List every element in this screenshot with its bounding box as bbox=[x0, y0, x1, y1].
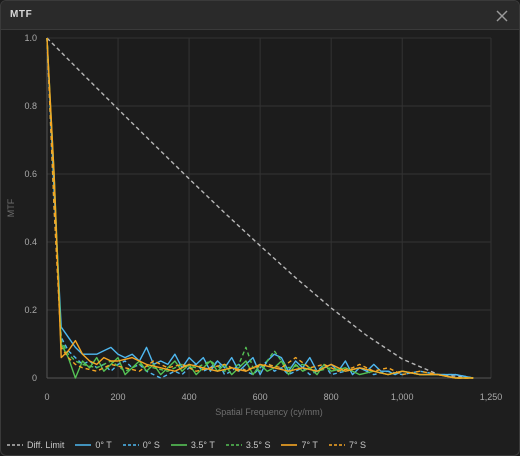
close-icon[interactable] bbox=[493, 7, 511, 25]
legend-item-4: 3.5° S bbox=[225, 440, 271, 450]
legend-swatch-4 bbox=[225, 444, 242, 446]
x-tick-label-2: 400 bbox=[182, 392, 197, 402]
legend-swatch-6 bbox=[328, 444, 345, 446]
x-tick-label-4: 800 bbox=[324, 392, 339, 402]
x-tick-label-0: 0 bbox=[44, 392, 49, 402]
x-tick-label-3: 600 bbox=[253, 392, 268, 402]
legend-label-2: 0° S bbox=[142, 440, 160, 450]
legend-item-1: 0° T bbox=[75, 440, 112, 450]
legend-label-6: 7° S bbox=[348, 440, 367, 450]
window-title: MTF bbox=[10, 9, 33, 20]
y-tick-label-3: 0.6 bbox=[24, 169, 37, 179]
legend-swatch-5 bbox=[281, 444, 298, 446]
legend-label-4: 3.5° S bbox=[245, 440, 271, 450]
x-tick-label-5: 1,000 bbox=[391, 392, 414, 402]
series-line-3 bbox=[46, 37, 474, 379]
legend-item-5: 7° T bbox=[281, 440, 318, 450]
plot-area bbox=[47, 38, 491, 378]
y-tick-label-5: 1.0 bbox=[24, 33, 37, 43]
y-tick-label-1: 0.2 bbox=[24, 305, 37, 315]
title-bar: MTF bbox=[1, 1, 519, 30]
y-tick-label-2: 0.4 bbox=[24, 237, 37, 247]
legend-label-0: Diff. Limit bbox=[27, 440, 65, 450]
x-tick-label-1: 200 bbox=[111, 392, 126, 402]
legend-label-1: 0° T bbox=[95, 440, 112, 450]
series-line-0 bbox=[46, 37, 474, 379]
chart-legend: Diff. Limit 0° T 0° S 3.5° T 3.5° S 7° T 7° S bbox=[7, 437, 377, 453]
legend-label-3: 3.5° T bbox=[190, 440, 215, 450]
legend-item-6: 7° S bbox=[328, 440, 367, 450]
legend-swatch-1 bbox=[75, 444, 92, 446]
series-line-5 bbox=[46, 37, 474, 379]
x-axis-label: Spatial Frequency (cy/mm) bbox=[215, 407, 323, 417]
legend-label-5: 7° T bbox=[301, 440, 318, 450]
y-tick-label-4: 0.8 bbox=[24, 101, 37, 111]
y-axis-label: MTF bbox=[6, 198, 16, 217]
x-tick-label-6: 1,250 bbox=[480, 392, 503, 402]
series-line-6 bbox=[46, 37, 474, 379]
legend-item-2: 0° S bbox=[122, 440, 160, 450]
legend-swatch-0 bbox=[7, 444, 23, 446]
legend-item-0: Diff. Limit bbox=[7, 440, 64, 450]
y-tick-label-0: 0 bbox=[32, 373, 37, 383]
legend-swatch-2 bbox=[122, 444, 139, 446]
legend-swatch-3 bbox=[170, 444, 187, 446]
legend-item-3: 3.5° T bbox=[170, 440, 215, 450]
